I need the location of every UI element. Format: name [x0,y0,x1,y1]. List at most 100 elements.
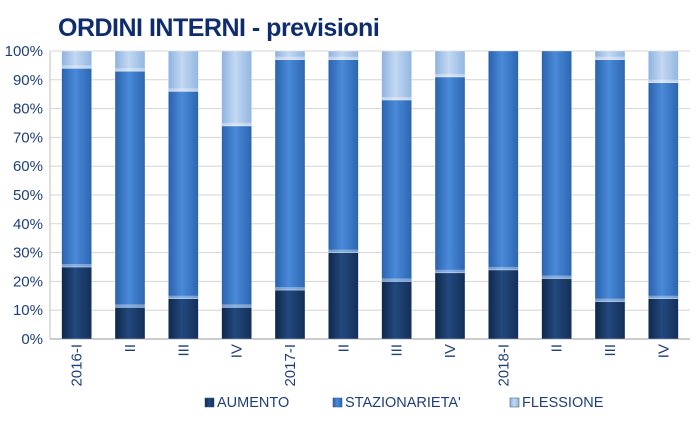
segment-edge [221,122,252,126]
bar-stack [274,50,306,340]
bar-flessione [594,50,626,60]
bar-stazionarieta [61,67,92,268]
bar-stazionarieta [328,59,359,253]
legend-item: AUMENTO [204,395,289,411]
y-tick-label: 80% [13,101,43,118]
y-tick-label: 70% [13,129,43,146]
y-tick-label: 10% [13,302,43,319]
bar-stack [488,50,519,340]
bar-aumento [648,298,679,340]
segment-edge [61,65,92,69]
segment-edge [275,56,305,60]
x-tick-label: IV [229,344,246,358]
bar-aumento [381,281,412,340]
bar-stack [541,50,572,340]
bar-stack [648,50,679,340]
bar-aumento [61,266,92,340]
bar-aumento [168,298,199,340]
bar-stack [594,50,626,340]
segment-edge [541,275,572,279]
bar-flessione [61,50,92,69]
x-tick-label: II [335,344,352,352]
chart-title: ORDINI INTERNI - previsioni [58,14,380,43]
segment-edge [328,249,359,253]
bar-stazionarieta [274,59,306,291]
bar-stazionarieta [168,91,199,299]
bar-stazionarieta [221,125,252,308]
x-tick-label: 2017-I [282,344,299,387]
bar-stack [434,50,466,340]
bar-stazionarieta [381,99,412,282]
x-axis-ticks: 2016-I II III IV 2017-I II III IV 2018-I II III IV [69,344,673,387]
legend-swatch [509,397,520,408]
x-tick-label: II [549,344,566,352]
bar-stazionarieta [594,59,626,302]
bar-stack [61,50,92,340]
bar-flessione [648,50,679,83]
segment-edge [275,287,305,291]
segment-edge [328,56,359,60]
bar-stazionarieta [488,50,519,271]
bars [61,50,679,340]
y-tick-label: 20% [13,273,43,290]
y-axis-ticks: 0% 10% 20% 30% 40% 50% 60% 70% 80% 90% 100% [5,43,43,348]
segment-edge [221,304,252,308]
legend-label: AUMENTO [217,395,289,411]
bar-aumento [488,269,519,340]
bar-aumento [274,289,306,340]
bar-flessione [274,50,306,60]
bar-stack [221,50,252,340]
bar-flessione [434,50,466,78]
segment-edge [115,68,145,72]
segment-edge [115,304,145,308]
segment-edge [61,264,92,267]
bar-flessione [328,50,359,60]
bar-stack [328,50,359,340]
chart-title-main: ORDINI INTERNI [58,14,246,42]
legend: AUMENTO STAZIONARIETA' FLESSIONE [204,395,604,411]
bar-aumento [221,307,252,340]
x-tick-label: IV [442,344,459,358]
y-tick-label: 0% [21,331,43,348]
x-tick-label: III [602,344,619,357]
x-tick-label: 2016-I [69,344,86,387]
bar-flessione [381,50,412,101]
bar-aumento [114,307,146,340]
legend-swatch [332,397,343,408]
y-tick-label: 60% [13,158,43,175]
bar-aumento [594,301,626,340]
legend-item: STAZIONARIETA' [332,395,461,411]
bar-stazionarieta [434,76,466,274]
bar-aumento [434,272,466,340]
legend-swatch [204,397,215,408]
y-tick-label: 100% [5,43,43,60]
segment-edge [381,96,412,100]
segment-edge [168,295,199,299]
bar-stack [381,50,412,340]
bar-flessione [221,50,252,127]
bar-flessione [168,50,199,92]
legend-label: FLESSIONE [522,395,604,411]
segment-edge [435,73,465,77]
x-tick-label: 2018-I [495,344,512,387]
y-tick-label: 30% [13,245,43,262]
segment-edge [381,278,412,282]
x-tick-label: III [175,344,192,357]
bar-aumento [328,252,359,340]
segment-edge [595,56,625,60]
chart-title-suffix: - previsioni [245,14,380,42]
bar-stack [114,50,146,340]
y-tick-label: 50% [13,187,43,204]
legend-label: STAZIONARIETA' [345,395,461,411]
segment-edge [648,79,679,83]
segment-edge [595,298,625,302]
x-tick-label: IV [655,344,672,358]
segment-edge [648,295,679,299]
grid-layer [49,50,690,340]
bar-flessione [114,50,146,72]
segment-edge [488,266,519,270]
y-tick-label: 90% [13,72,43,89]
segment-edge [168,88,199,92]
bar-stack [168,50,199,340]
